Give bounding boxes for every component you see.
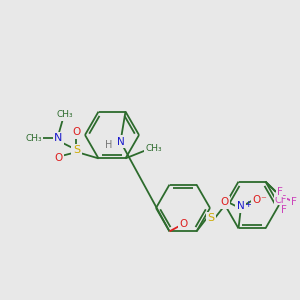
Text: S: S: [73, 146, 80, 155]
Text: O: O: [179, 219, 188, 229]
Text: O: O: [54, 153, 63, 164]
Text: CH₃: CH₃: [145, 144, 162, 153]
Text: CF: CF: [274, 195, 287, 205]
Text: ⁻: ⁻: [261, 195, 266, 206]
Text: CH₃: CH₃: [56, 110, 73, 119]
Text: O: O: [252, 195, 261, 206]
Text: F: F: [280, 205, 286, 214]
Text: N: N: [54, 134, 63, 143]
Text: +: +: [244, 200, 251, 209]
Text: H: H: [105, 140, 112, 150]
Text: O: O: [72, 128, 81, 137]
Text: CH₃: CH₃: [25, 134, 42, 143]
Text: S: S: [207, 213, 214, 223]
Text: F: F: [291, 196, 296, 207]
Text: F: F: [277, 187, 282, 196]
Text: N: N: [117, 136, 124, 147]
Text: N: N: [237, 201, 244, 212]
Text: O: O: [220, 197, 229, 207]
